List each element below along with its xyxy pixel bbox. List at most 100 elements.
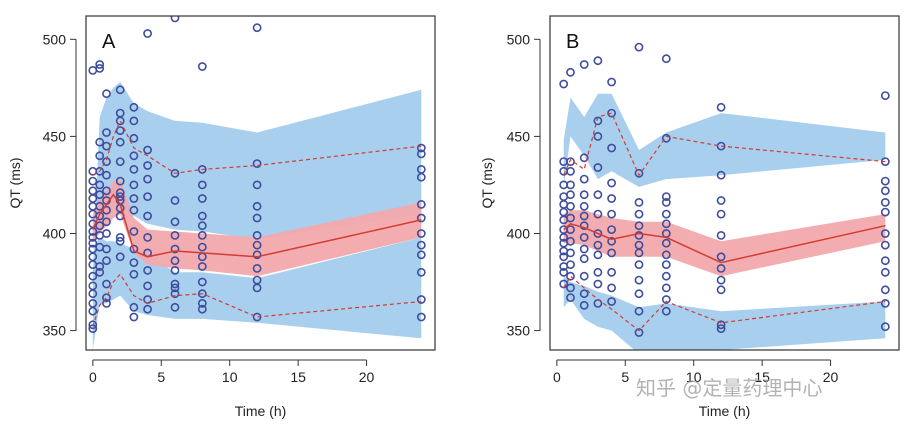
data-point xyxy=(559,252,569,262)
data-point xyxy=(566,180,575,190)
data-point xyxy=(579,289,589,299)
data-point xyxy=(416,199,426,209)
data-point xyxy=(143,211,152,221)
y-tick-label: 500 xyxy=(43,31,67,47)
data-point xyxy=(129,227,139,236)
data-point xyxy=(115,252,125,262)
data-point xyxy=(661,283,671,293)
data-point xyxy=(661,295,671,304)
data-point xyxy=(566,248,575,258)
data-point xyxy=(95,64,105,73)
data-point xyxy=(88,320,98,330)
data-point xyxy=(129,102,139,112)
data-point xyxy=(880,186,890,196)
data-point xyxy=(579,232,589,242)
data-point xyxy=(579,211,589,221)
data-point xyxy=(566,271,575,281)
data-point xyxy=(880,176,890,186)
data-point xyxy=(143,232,152,242)
data-point xyxy=(88,186,98,196)
data-point xyxy=(170,217,180,227)
data-point xyxy=(593,250,603,260)
panel-b: 0 5 10 15 20 350 400 450 500 Time (h) QT (ms) B xyxy=(479,15,900,419)
data-point xyxy=(880,322,890,332)
data-point xyxy=(634,289,644,299)
y-tick-label: 450 xyxy=(507,128,531,144)
data-point xyxy=(129,258,139,267)
plot-area xyxy=(559,42,890,350)
data-point xyxy=(566,260,575,269)
data-point xyxy=(716,275,726,285)
data-point xyxy=(416,240,426,250)
data-point xyxy=(416,229,426,238)
data-point xyxy=(880,285,890,295)
data-point xyxy=(607,283,616,293)
x-tick-label: 10 xyxy=(222,369,238,385)
data-point xyxy=(102,217,111,227)
data-point xyxy=(880,229,890,238)
data-point xyxy=(129,312,139,322)
data-point xyxy=(661,271,671,281)
data-point xyxy=(102,244,111,254)
x-tick-label: 5 xyxy=(621,369,629,385)
data-point xyxy=(129,164,139,174)
data-point xyxy=(716,263,726,273)
plot-area xyxy=(88,0,426,350)
data-point xyxy=(416,312,426,322)
data-point xyxy=(416,149,426,159)
data-point xyxy=(129,205,139,215)
data-point xyxy=(143,145,152,155)
data-point xyxy=(88,289,98,299)
data-point xyxy=(607,209,616,219)
data-point xyxy=(102,293,111,302)
data-point xyxy=(197,289,207,299)
data-point xyxy=(95,60,105,69)
data-point xyxy=(143,161,152,170)
y-axis-title: QT (ms) xyxy=(479,157,495,208)
x-tick-label: 20 xyxy=(359,369,375,385)
data-point xyxy=(634,275,644,285)
data-point xyxy=(661,197,671,207)
data-point xyxy=(102,186,111,196)
lower-percentile-line xyxy=(92,273,422,327)
data-point xyxy=(102,170,111,180)
data-point xyxy=(88,194,98,203)
data-point xyxy=(634,248,644,258)
data-point xyxy=(880,256,890,266)
outer-prediction-band xyxy=(92,82,422,350)
data-point xyxy=(634,328,644,337)
data-point xyxy=(115,192,125,201)
data-point xyxy=(88,66,98,75)
data-point xyxy=(593,267,603,277)
data-point xyxy=(593,190,603,200)
data-point xyxy=(716,196,726,205)
data-point xyxy=(579,174,589,184)
data-point xyxy=(143,281,152,291)
x-axis-title: Time (h) xyxy=(699,403,751,419)
x-tick-label: 20 xyxy=(823,369,839,385)
data-point xyxy=(252,201,262,211)
data-point xyxy=(129,133,139,143)
data-point xyxy=(102,89,111,99)
data-point xyxy=(607,297,616,306)
data-point xyxy=(579,254,589,264)
data-point xyxy=(102,298,111,308)
data-point xyxy=(566,201,575,211)
data-point xyxy=(607,236,616,246)
data-point xyxy=(170,230,180,240)
data-point xyxy=(95,201,105,211)
data-point xyxy=(95,221,105,231)
data-point xyxy=(559,79,569,89)
data-point xyxy=(115,126,125,136)
data-point xyxy=(607,267,616,277)
data-point xyxy=(197,230,207,240)
data-point xyxy=(418,0,425,4)
plot-frame xyxy=(85,15,436,351)
data-point xyxy=(252,283,262,293)
data-point xyxy=(593,229,603,238)
data-point xyxy=(416,143,426,153)
data-point xyxy=(661,238,671,248)
data-point xyxy=(593,209,603,219)
lower-percentile-line xyxy=(563,275,886,332)
data-point xyxy=(88,306,98,316)
